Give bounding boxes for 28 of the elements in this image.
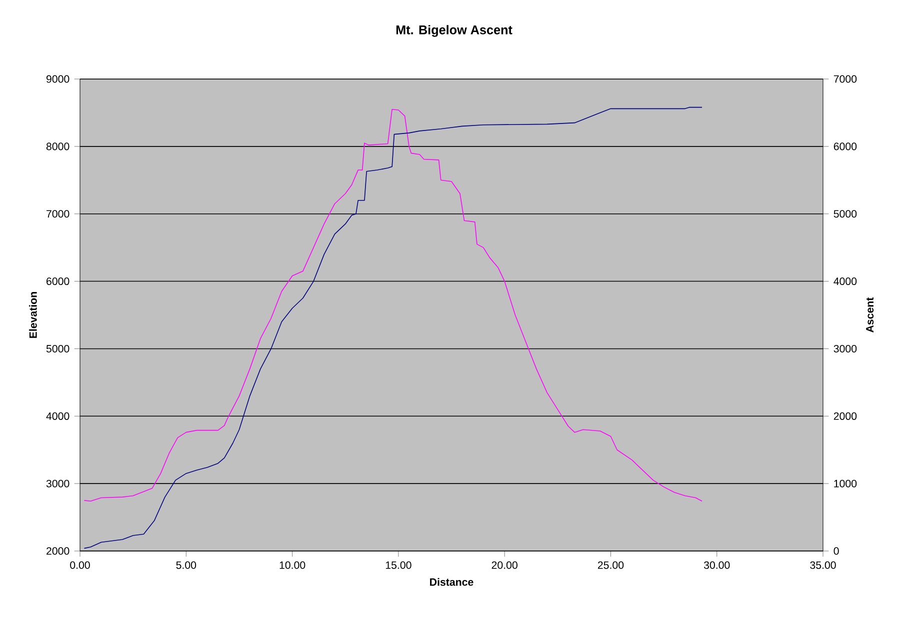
y2-tick-label: 7000 [834,75,857,83]
x-tick-label: 10.00 [280,561,306,569]
y2-tick-label: 4000 [834,278,857,286]
y-axis-title: Elevation [29,292,37,338]
y-tick-label: 6000 [46,278,70,286]
y2-tick-label: 1000 [834,480,857,488]
y-tick-label: 4000 [46,412,70,420]
y-tick-label: 7000 [46,210,70,218]
y2-tick-label: 5000 [834,210,857,218]
chart-title: Mt. Bigelow Ascent [396,25,512,37]
x-tick-label: 25.00 [598,561,624,569]
y-tick-label: 8000 [46,142,70,150]
x-tick-label: 0.00 [70,561,90,569]
y2-tick-label: 0 [834,547,839,555]
y-tick-label: 5000 [46,344,70,352]
y2-tick-label: 2000 [834,412,857,420]
x-tick-label: 30.00 [704,561,730,569]
x-tick-label: 15.00 [386,561,412,569]
x-axis-title: Distance [430,578,474,586]
y2-axis-title: Ascent [866,297,874,332]
x-tick-label: 35.00 [810,561,836,569]
x-tick-label: 20.00 [492,561,518,569]
y-tick-label: 2000 [46,547,70,555]
x-tick-label: 5.00 [176,561,196,569]
y2-tick-label: 6000 [834,142,857,150]
y-tick-label: 9000 [46,75,70,83]
y-tick-label: 3000 [46,480,70,488]
y2-tick-label: 3000 [834,344,857,352]
